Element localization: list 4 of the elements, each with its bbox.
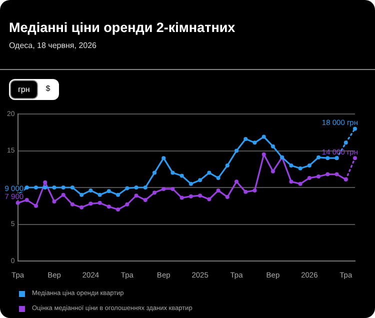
text: $ [44, 83, 52, 95]
chart-subtitle: Одеса, 18 червня, 2026 [9, 41, 96, 50]
text: грн [10, 80, 38, 99]
chart-title: Медіанні ціни оренди 2-кімнатних [9, 20, 236, 35]
